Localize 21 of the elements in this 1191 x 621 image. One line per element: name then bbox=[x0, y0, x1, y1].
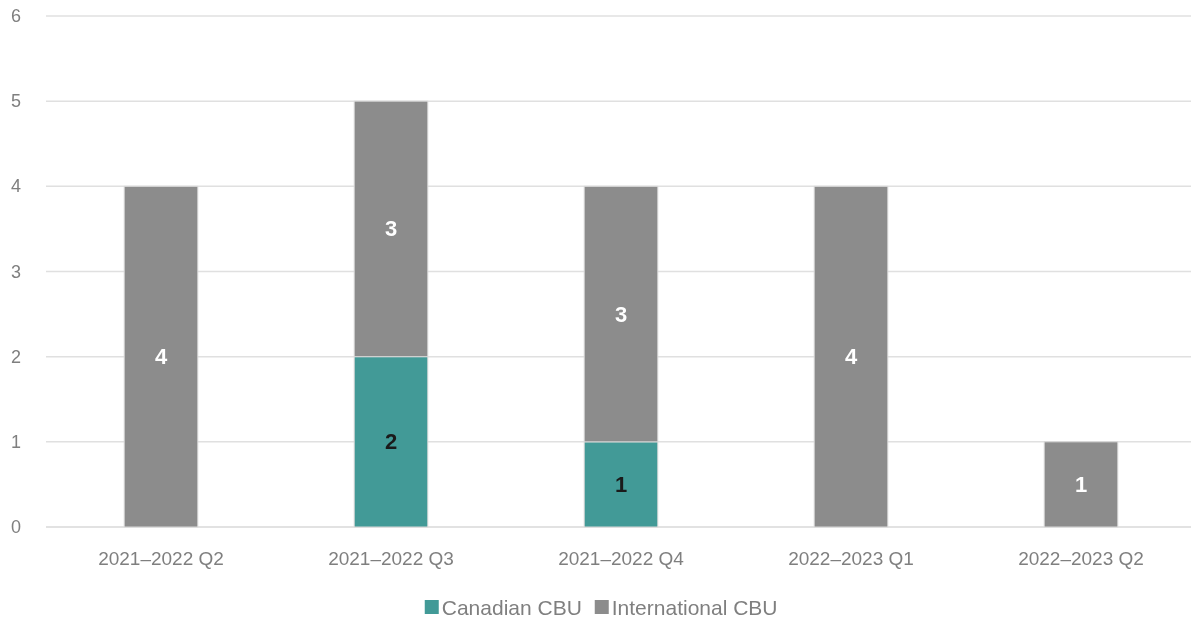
x-tick-label: 2021–2022 Q4 bbox=[558, 547, 685, 569]
y-tick-label: 2 bbox=[10, 346, 22, 367]
y-tick-label: 1 bbox=[10, 431, 22, 452]
x-tick-label: 2022–2023 Q1 bbox=[788, 547, 914, 569]
data-label: 2 bbox=[384, 429, 398, 455]
y-tick-label: 5 bbox=[10, 91, 22, 112]
y-tick-label: 3 bbox=[10, 261, 22, 282]
y-tick-label: 6 bbox=[10, 6, 22, 26]
data-label: 3 bbox=[614, 301, 628, 327]
data-label: 4 bbox=[844, 344, 858, 370]
legend-label: Canadian CBU bbox=[441, 595, 582, 619]
x-tick-label: 2022–2023 Q2 bbox=[1018, 547, 1144, 569]
data-label: 1 bbox=[614, 471, 628, 497]
x-tick-label: 2021–2022 Q3 bbox=[328, 547, 454, 569]
x-tick-label: 2021–2022 Q2 bbox=[98, 547, 224, 569]
y-tick-label: 0 bbox=[10, 517, 22, 537]
data-label: 3 bbox=[384, 216, 398, 242]
data-label: 4 bbox=[154, 344, 168, 370]
legend-label: International CBU bbox=[611, 595, 778, 619]
y-tick-label: 4 bbox=[10, 176, 22, 197]
data-label: 1 bbox=[1074, 471, 1088, 497]
